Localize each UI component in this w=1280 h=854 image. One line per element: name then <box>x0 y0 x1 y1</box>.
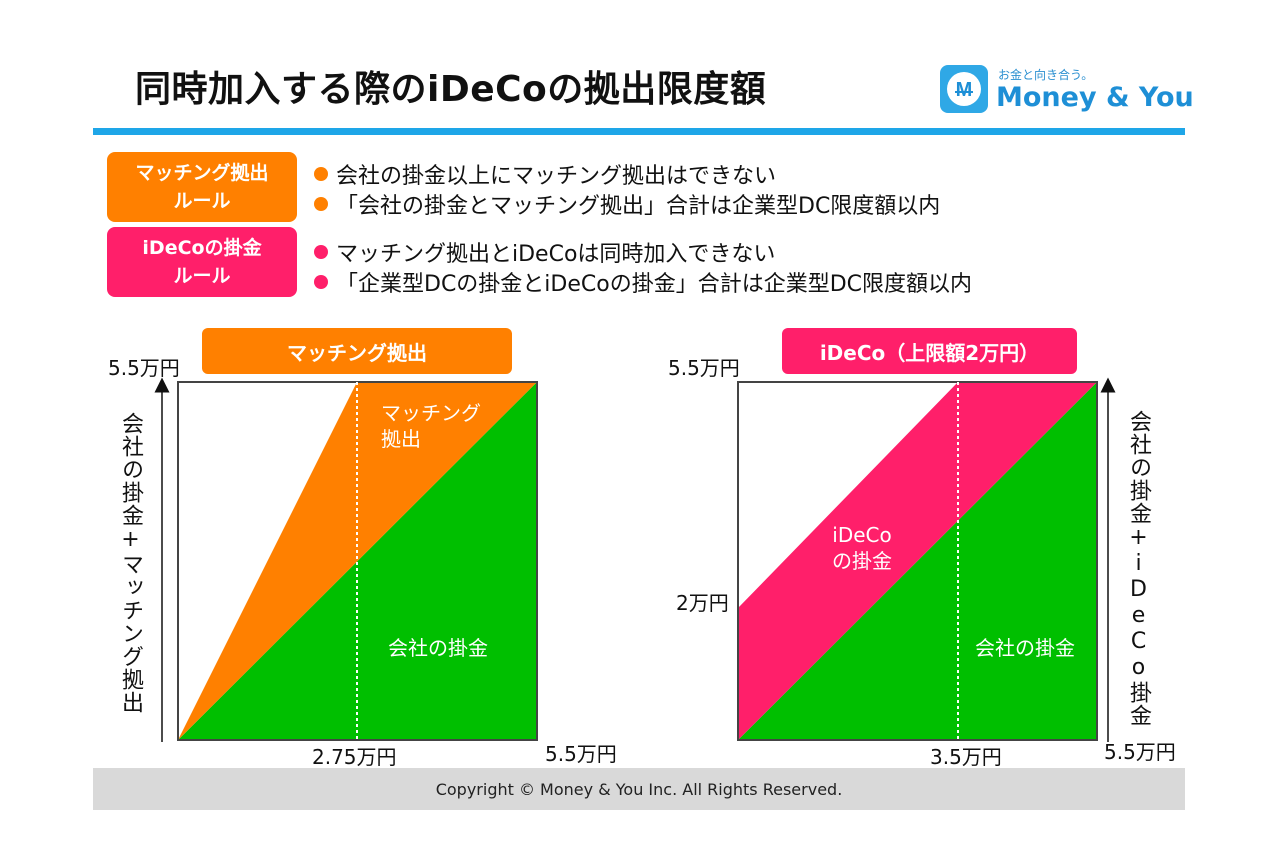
rule-item: 会社の掛金以上にマッチング拠出はできない <box>314 158 776 190</box>
bullet-dot-icon <box>314 197 328 211</box>
x-mid-label: 2.75万円 <box>312 745 397 769</box>
rule-item: 「企業型DCの掛金とiDeCoの掛金」合計は企業型DC限度額以内 <box>314 266 972 298</box>
rule-item: マッチング拠出とiDeCoは同時加入できない <box>314 236 775 268</box>
rule-item-text: 「企業型DCの掛金とiDeCoの掛金」合計は企業型DC限度額以内 <box>336 272 973 297</box>
matching-rule-badge: マッチング拠出 ルール <box>107 152 297 222</box>
logo-tagline: お金と向き合う。 <box>998 68 1094 82</box>
rule-item-text: 会社の掛金以上にマッチング拠出はできない <box>336 164 777 189</box>
badge-line: ルール <box>173 190 231 212</box>
region-line: の掛金 <box>832 549 892 573</box>
rule-item: 「会社の掛金とマッチング拠出」合計は企業型DC限度額以内 <box>314 188 940 220</box>
matching-region-label: マッチング 拠出 <box>381 400 481 452</box>
x-mid-label: 3.5万円 <box>930 745 1002 769</box>
ideco-rule-badge: iDeCoの掛金 ルール <box>107 227 297 297</box>
badge-line: iDeCoの掛金 <box>142 237 262 259</box>
y-top-label: 5.5万円 <box>668 356 740 380</box>
y-top-label: 5.5万円 <box>108 356 180 380</box>
matching-chart-header: マッチング拠出 <box>202 328 512 374</box>
rule-item-text: マッチング拠出とiDeCoは同時加入できない <box>336 242 776 267</box>
bullet-dot-icon <box>314 245 328 259</box>
x-end-label: 5.5万円 <box>545 742 617 766</box>
region-line: マッチング <box>381 401 481 425</box>
page-title: 同時加入する際のiDeCoの拠出限度額 <box>135 69 767 110</box>
copyright-footer: Copyright © Money & You Inc. All Rights … <box>93 768 1185 810</box>
svg-text:M: M <box>956 79 973 101</box>
badge-line: ルール <box>173 265 231 287</box>
region-line: iDeCo <box>832 523 892 547</box>
logo-name: Money & You <box>996 82 1194 113</box>
badge-line: マッチング拠出 <box>135 162 269 184</box>
yen-m-logo-icon: M <box>947 72 981 106</box>
company-region-label: 会社の掛金 <box>388 636 488 660</box>
y-mid-label: 2万円 <box>676 591 729 615</box>
company-region-label: 会社の掛金 <box>975 636 1075 660</box>
rule-item-text: 「会社の掛金とマッチング拠出」合計は企業型DC限度額以内 <box>336 194 941 219</box>
ideco-region-label: iDeCo の掛金 <box>832 522 892 574</box>
right-ideco-area <box>738 382 1097 740</box>
left-matching-area <box>178 382 537 740</box>
ideco-chart-header: iDeCo（上限額2万円） <box>782 328 1077 374</box>
region-line: 拠出 <box>381 427 421 451</box>
bullet-dot-icon <box>314 275 328 289</box>
logo: M <box>940 65 988 113</box>
right-chart-frame <box>737 381 1098 741</box>
header-divider <box>93 128 1185 135</box>
y-axis-label: 会社の掛金+iDeCo掛金 <box>1126 410 1151 727</box>
bullet-dot-icon <box>314 167 328 181</box>
y-axis-label: 会社の掛金+マッチング拠出 <box>118 412 143 714</box>
copyright-text: Copyright © Money & You Inc. All Rights … <box>435 779 843 799</box>
x-end-label: 5.5万円 <box>1104 740 1176 764</box>
